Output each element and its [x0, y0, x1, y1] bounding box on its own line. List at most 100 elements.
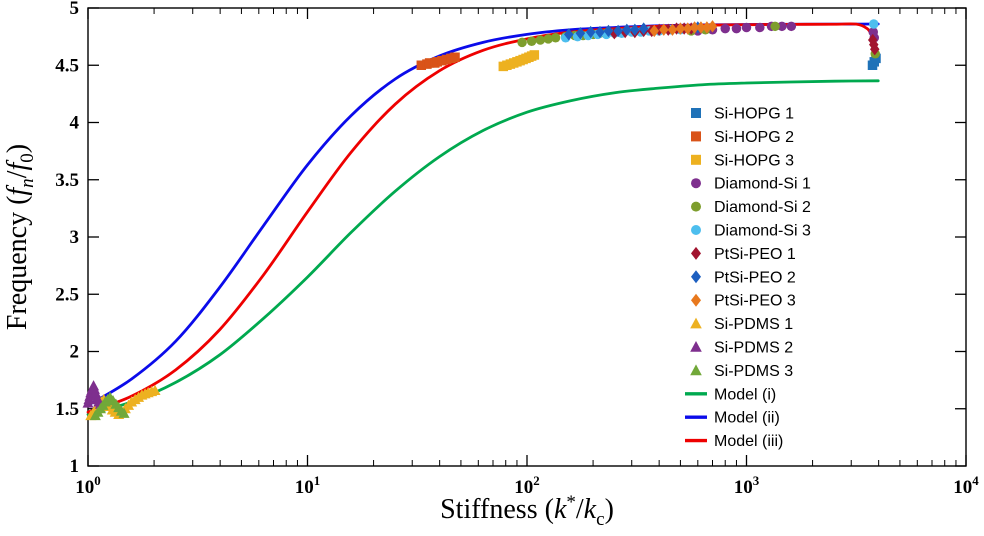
legend-label: Model (iii) [714, 433, 783, 450]
legend-label: Diamond-Si 3 [714, 223, 811, 240]
axis-ticks [87, 7, 967, 467]
x-tick-label: 101 [295, 473, 320, 498]
legend-label: PtSi-PEO 3 [714, 293, 796, 310]
legend-item-si-pdms-1: Si-PDMS 1 [690, 316, 793, 333]
data-point-marker [707, 20, 718, 33]
legend-label: Si-PDMS 2 [714, 340, 793, 357]
data-point-marker [550, 33, 561, 43]
legend-label: PtSi-PEO 2 [714, 269, 796, 286]
data-point-marker [543, 34, 554, 44]
y-tick-label: 1.5 [55, 399, 79, 420]
data-point-marker [675, 22, 686, 35]
data-point-marker [585, 25, 596, 39]
y-tick-label: 2.5 [55, 284, 79, 305]
data-point-marker [720, 23, 730, 34]
data-point-marker [450, 52, 460, 62]
data-point-marker [691, 178, 701, 189]
y-tick-label: 4.5 [55, 55, 79, 76]
data-point-marker [691, 108, 701, 118]
data-point-marker [564, 28, 574, 41]
data-point-marker [691, 154, 701, 165]
data-point-marker [526, 36, 537, 46]
series-si-hopg-3 [498, 50, 540, 72]
data-point-marker [691, 201, 701, 212]
data-point-marker [755, 22, 765, 33]
data-point-marker [667, 23, 678, 36]
series-si-pdms-3 [89, 391, 130, 421]
data-point-marker [638, 22, 649, 35]
data-point-marker [517, 37, 527, 48]
series-ptsi-peo-3 [649, 20, 718, 38]
legend-item-model-ii-: Model (ii) [685, 410, 780, 427]
legend-label: Model (ii) [714, 410, 780, 427]
x-tick-label: 100 [75, 473, 100, 498]
data-point-marker [622, 23, 632, 36]
data-point-marker [696, 21, 706, 34]
data-point-marker [691, 270, 701, 284]
curve-model-i- [86, 79, 880, 416]
legend-label: Diamond-Si 1 [714, 176, 811, 193]
y-tick-label: 3 [70, 227, 80, 248]
legend-label: Si-PDMS 3 [714, 363, 793, 380]
data-point-marker [691, 131, 701, 142]
data-point-marker [691, 246, 701, 260]
data-point-marker [432, 57, 442, 67]
data-point-marker [613, 24, 623, 38]
data-point-marker [529, 50, 540, 60]
data-point-marker [689, 21, 700, 34]
data-point-marker [741, 22, 752, 33]
legend-item-ptsi-peo-1: PtSi-PEO 1 [691, 246, 796, 263]
legend-item-si-pdms-2: Si-PDMS 2 [690, 340, 793, 357]
legend-item-model-iii-: Model (iii) [685, 433, 783, 450]
data-point-marker [595, 25, 605, 39]
legend-item-si-hopg-2: Si-HOPG 2 [691, 129, 794, 146]
x-axis-label: Stiffness (k*/kc) [440, 492, 614, 530]
y-tick-label: 1 [70, 456, 80, 477]
legend-item-diamond-si-3: Diamond-Si 3 [691, 223, 811, 240]
y-tick-label: 5 [70, 0, 80, 19]
legend-label: Model (i) [714, 386, 776, 403]
legend-item-si-pdms-3: Si-PDMS 3 [690, 363, 793, 380]
data-point-marker [770, 21, 780, 32]
legend-label: Si-PDMS 1 [714, 316, 793, 333]
data-point-marker [535, 35, 546, 45]
data-point-marker [683, 22, 693, 35]
legend-label: PtSi-PEO 1 [714, 246, 796, 263]
data-point-marker [777, 21, 787, 32]
legend: Si-HOPG 1 Si-HOPG 2 Si-HOPG 3 Diamond-Si 1 D… [685, 106, 811, 450]
legend-label: Si-HOPG 1 [714, 106, 794, 123]
legend-item-diamond-si-2: Diamond-Si 2 [691, 199, 811, 216]
y-axis-label: Frequency (fn/f0) [2, 144, 38, 330]
legend-label: Si-HOPG 2 [714, 129, 794, 146]
legend-label: Si-HOPG 3 [714, 152, 794, 169]
data-point-marker [786, 21, 797, 32]
data-point-marker [731, 23, 742, 34]
data-point-marker [690, 317, 702, 329]
data-point-marker [649, 24, 660, 38]
y-tick-label: 2 [70, 342, 80, 363]
data-point-marker [118, 407, 130, 418]
data-point-marker [424, 58, 435, 68]
data-point-marker [690, 341, 702, 352]
x-tick-label: 103 [734, 473, 760, 498]
legend-item-ptsi-peo-3: PtSi-PEO 3 [691, 293, 796, 310]
data-point-marker [870, 43, 880, 56]
data-point-marker [603, 24, 614, 38]
axis-tick-labels: 100 101 102 103 104 1 1.5 2 2.5 3 3.5 4 4.5 5 [55, 0, 979, 498]
data-point-marker [630, 23, 640, 36]
legend-item-si-hopg-1: Si-HOPG 1 [691, 106, 794, 123]
data-point-marker [690, 364, 702, 376]
x-tick-label: 102 [514, 473, 539, 498]
data-point-marker [691, 293, 701, 307]
data-point-marker [575, 27, 586, 40]
legend-label: Diamond-Si 2 [714, 199, 811, 216]
legend-item-model-i-: Model (i) [685, 386, 776, 403]
data-point-marker [416, 60, 427, 70]
legend-item-si-hopg-3: Si-HOPG 3 [691, 152, 794, 169]
legend-item-diamond-si-1: Diamond-Si 1 [691, 176, 811, 193]
data-point-marker [691, 225, 701, 235]
y-tick-label: 3.5 [55, 170, 79, 191]
